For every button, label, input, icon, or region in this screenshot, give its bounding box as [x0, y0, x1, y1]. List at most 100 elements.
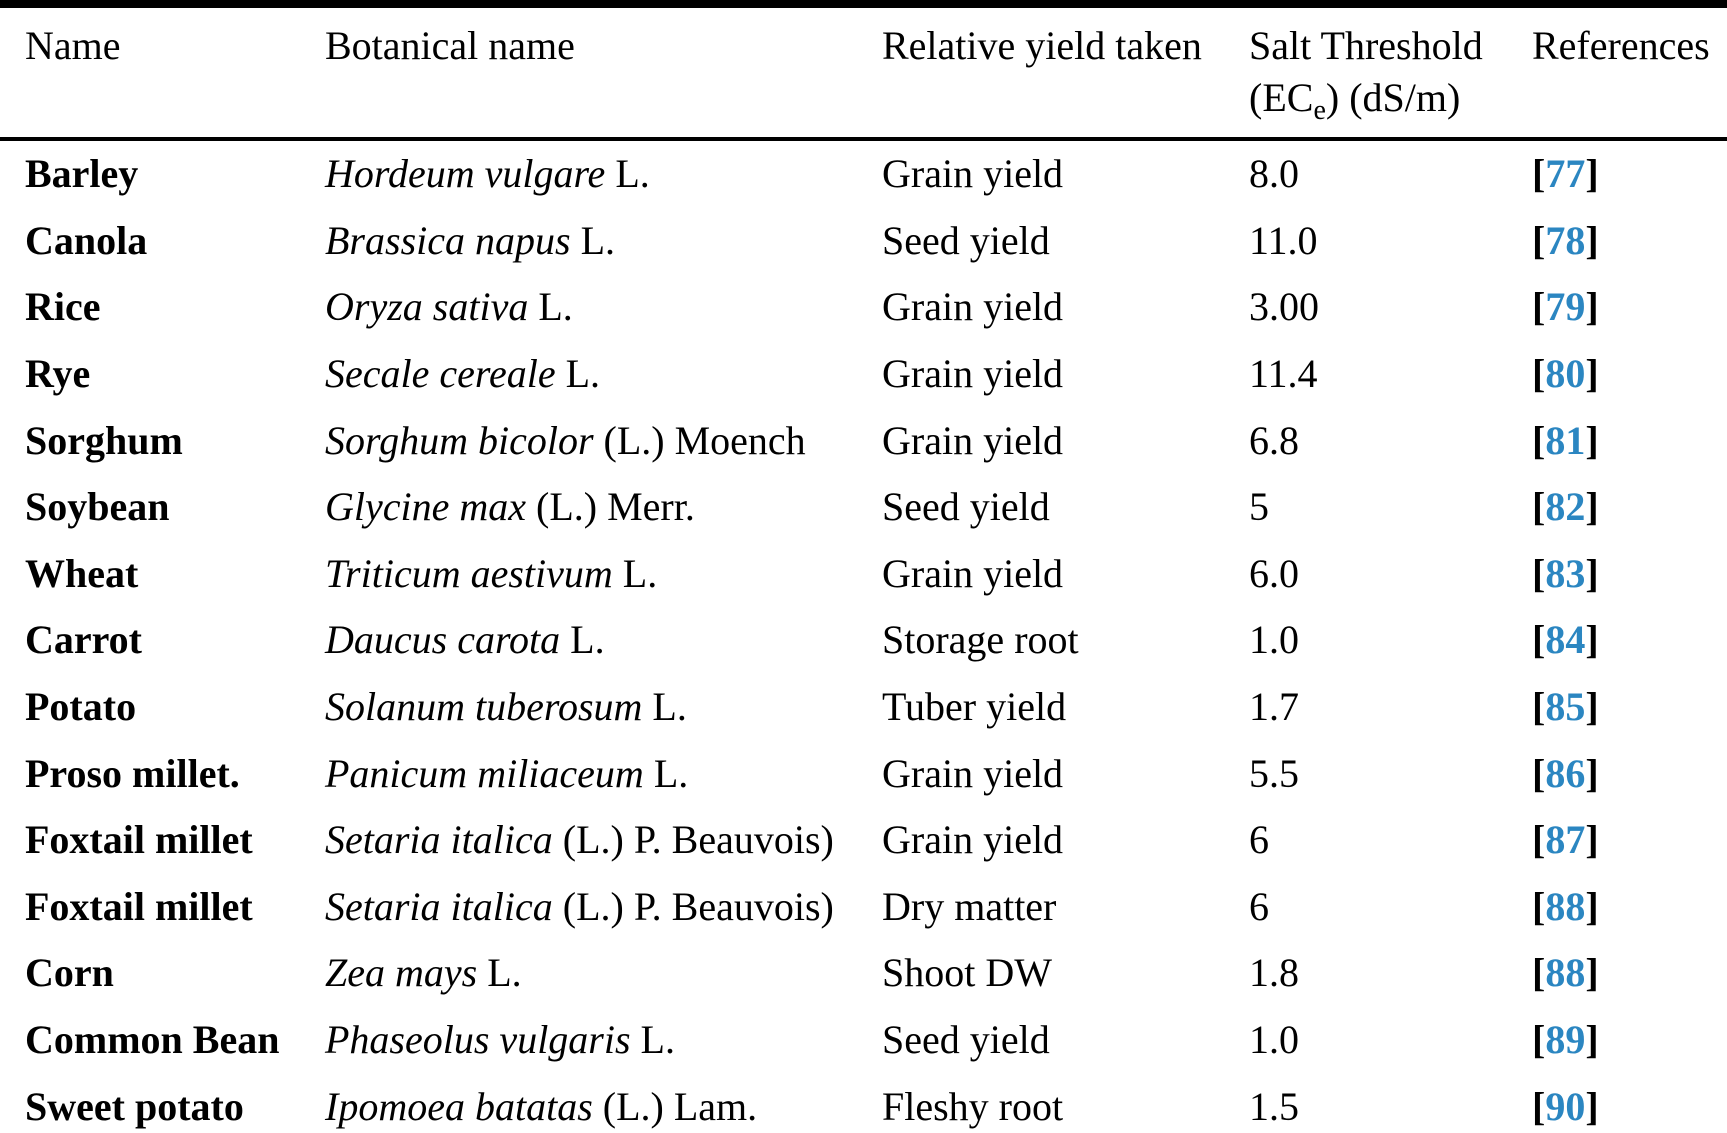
- table-row: Soybean Glycine max (L.) Merr. Seed yiel…: [0, 474, 1727, 541]
- reference-bracket-open: [: [1532, 950, 1546, 996]
- botanical-authority: (L.) P. Beauvois): [552, 817, 834, 863]
- relative-yield: Grain yield: [882, 817, 1064, 863]
- header-salt-threshold-line1: Salt Threshold: [1249, 23, 1483, 68]
- crop-name: Rye: [25, 351, 91, 397]
- relative-yield: Seed yield: [882, 484, 1050, 530]
- reference-cell: [84]: [1507, 607, 1727, 674]
- reference-cell: [77]: [1507, 139, 1727, 208]
- reference-citation-link[interactable]: 78: [1545, 217, 1586, 263]
- crop-name: Common Bean: [25, 1017, 280, 1063]
- reference-citation-link[interactable]: 83: [1545, 550, 1586, 596]
- reference-bracket-close: ]: [1585, 417, 1599, 463]
- botanical-name: Secale cereale L.: [300, 341, 857, 408]
- header-salt-threshold-unit: (ECe) (dS/m): [1249, 75, 1461, 126]
- reference-bracket-open: [: [1532, 817, 1546, 863]
- salt-threshold-value: 6: [1249, 883, 1269, 929]
- relative-yield: Storage root: [882, 617, 1079, 663]
- table-row: Canola Brassica napus L. Seed yield 11.0…: [0, 208, 1727, 275]
- botanical-authority: L.: [605, 151, 650, 197]
- salt-threshold-value: 3.00: [1249, 284, 1319, 330]
- reference-citation-link[interactable]: 82: [1545, 484, 1586, 530]
- relative-yield: Grain yield: [882, 550, 1064, 596]
- botanical-latin: Phaseolus vulgaris: [325, 1017, 631, 1063]
- botanical-authority: (L.) P. Beauvois): [552, 883, 834, 929]
- botanical-name: Setaria italica (L.) P. Beauvois): [300, 807, 857, 874]
- reference-citation-link[interactable]: 77: [1545, 151, 1586, 197]
- reference-cell: [88]: [1507, 940, 1727, 1007]
- relative-yield: Grain yield: [882, 284, 1064, 330]
- crop-name: Proso millet.: [25, 750, 240, 796]
- reference-bracket-open: [: [1532, 617, 1546, 663]
- crop-name: Corn: [25, 950, 114, 996]
- salt-threshold-value: 1.7: [1249, 684, 1299, 730]
- reference-bracket-close: ]: [1585, 217, 1599, 263]
- reference-bracket-close: ]: [1585, 284, 1599, 330]
- table-row: Rye Secale cereale L. Grain yield 11.4 […: [0, 341, 1727, 408]
- reference-bracket-open: [: [1532, 1017, 1546, 1063]
- reference-bracket-close: ]: [1585, 550, 1599, 596]
- botanical-latin: Hordeum vulgare: [325, 151, 606, 197]
- header-relative-yield: Relative yield taken: [857, 4, 1224, 141]
- reference-bracket-open: [: [1532, 1083, 1546, 1129]
- botanical-name: Setaria italica (L.) P. Beauvois): [300, 874, 857, 941]
- botanical-latin: Oryza sativa: [325, 284, 529, 330]
- reference-citation-link[interactable]: 85: [1545, 684, 1586, 730]
- botanical-authority: (L.) Merr.: [526, 484, 695, 530]
- reference-bracket-close: ]: [1585, 684, 1599, 730]
- botanical-latin: Setaria italica: [325, 817, 553, 863]
- reference-bracket-close: ]: [1585, 351, 1599, 397]
- crop-name: Potato: [25, 684, 137, 730]
- reference-citation-link[interactable]: 90: [1545, 1083, 1586, 1129]
- botanical-authority: L.: [477, 950, 522, 996]
- reference-citation-link[interactable]: 81: [1545, 417, 1586, 463]
- reference-bracket-close: ]: [1585, 883, 1599, 929]
- reference-bracket-close: ]: [1585, 1083, 1599, 1129]
- botanical-latin: Secale cereale: [325, 351, 556, 397]
- botanical-latin: Daucus carota: [325, 617, 561, 663]
- botanical-latin: Sorghum bicolor: [325, 417, 594, 463]
- botanical-authority: L.: [560, 617, 605, 663]
- botanical-name: Oryza sativa L.: [300, 274, 857, 341]
- reference-citation-link[interactable]: 88: [1545, 883, 1586, 929]
- botanical-name: Panicum miliaceum L.: [300, 740, 857, 807]
- reference-citation-link[interactable]: 79: [1545, 284, 1586, 330]
- crop-name: Carrot: [25, 617, 142, 663]
- reference-cell: [80]: [1507, 341, 1727, 408]
- reference-citation-link[interactable]: 84: [1545, 617, 1586, 663]
- botanical-latin: Ipomoea batatas: [325, 1083, 593, 1129]
- botanical-name: Ipomoea batatas (L.) Lam.: [300, 1073, 857, 1133]
- reference-bracket-open: [: [1532, 151, 1546, 197]
- reference-bracket-open: [: [1532, 351, 1546, 397]
- botanical-latin: Setaria italica: [325, 883, 553, 929]
- header-references: References: [1507, 4, 1727, 141]
- botanical-latin: Brassica napus: [325, 217, 571, 263]
- botanical-latin: Panicum miliaceum: [325, 750, 644, 796]
- table-row: Proso millet. Panicum miliaceum L. Grain…: [0, 740, 1727, 807]
- reference-bracket-close: ]: [1585, 151, 1599, 197]
- reference-citation-link[interactable]: 80: [1545, 351, 1586, 397]
- reference-bracket-open: [: [1532, 217, 1546, 263]
- table-row: Rice Oryza sativa L. Grain yield 3.00 [7…: [0, 274, 1727, 341]
- salt-threshold-value: 1.0: [1249, 617, 1299, 663]
- salt-threshold-value: 6.0: [1249, 550, 1299, 596]
- reference-bracket-close: ]: [1585, 817, 1599, 863]
- reference-bracket-close: ]: [1585, 750, 1599, 796]
- botanical-name: Triticum aestivum L.: [300, 541, 857, 608]
- reference-bracket-open: [: [1532, 883, 1546, 929]
- reference-citation-link[interactable]: 87: [1545, 817, 1586, 863]
- crop-name: Rice: [25, 284, 101, 330]
- botanical-name: Solanum tuberosum L.: [300, 674, 857, 741]
- botanical-name: Hordeum vulgare L.: [300, 139, 857, 208]
- botanical-latin: Glycine max: [325, 484, 527, 530]
- reference-cell: [81]: [1507, 407, 1727, 474]
- salt-threshold-value: 11.4: [1249, 351, 1318, 397]
- salt-threshold-value: 5: [1249, 484, 1269, 530]
- table-row: Common Bean Phaseolus vulgaris L. Seed y…: [0, 1007, 1727, 1074]
- reference-citation-link[interactable]: 89: [1545, 1017, 1586, 1063]
- table-row: Foxtail millet Setaria italica (L.) P. B…: [0, 807, 1727, 874]
- table-body: Barley Hordeum vulgare L. Grain yield 8.…: [0, 139, 1727, 1133]
- reference-citation-link[interactable]: 86: [1545, 750, 1586, 796]
- crop-name: Foxtail millet: [25, 883, 253, 929]
- reference-citation-link[interactable]: 88: [1545, 950, 1586, 996]
- botanical-latin: Triticum aestivum: [325, 550, 613, 596]
